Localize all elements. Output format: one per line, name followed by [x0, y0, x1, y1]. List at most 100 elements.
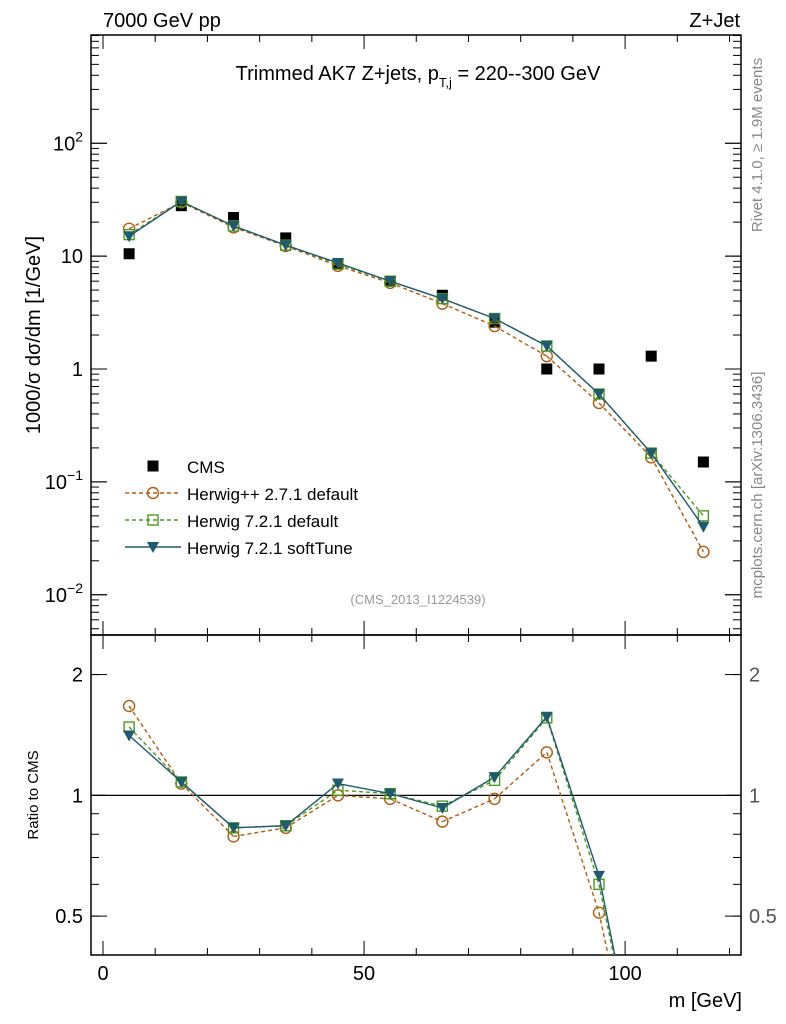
series-herwig-7-2-1-softtune [123, 711, 616, 956]
data-point [488, 772, 501, 784]
ratio-y-axis-label: Ratio to CMS [25, 750, 42, 839]
legend-label: Herwig 7.2.1 default [187, 512, 338, 531]
series-line-segment [650, 452, 704, 528]
series-line-segment [337, 794, 391, 800]
y-tick-label: 102 [53, 128, 83, 155]
y-tick-label: 2 [72, 665, 83, 687]
series-line-segment [285, 783, 339, 827]
data-point [436, 802, 449, 814]
data-point [123, 730, 136, 742]
series-line-segment [389, 282, 443, 305]
legend-label: CMS [187, 458, 225, 477]
series-line-segment [233, 226, 286, 247]
series-line-segment [546, 345, 600, 395]
series-line-segment [285, 244, 339, 264]
y-tick-label: 1 [72, 359, 83, 381]
chart-title-main: Trimmed AK7 Z+jets, p [236, 63, 439, 85]
data-point [697, 545, 710, 559]
y-axis-label: 1000/σ dσ/dm [1/GeV] [23, 236, 45, 434]
y-tick-label-base: 2 [72, 665, 83, 687]
series-line-segment [181, 201, 234, 228]
data-point [540, 746, 553, 759]
series-line-segment [233, 827, 286, 838]
series-line-segment [128, 705, 182, 784]
data-point [697, 510, 710, 522]
header-right: Z+Jet [689, 10, 740, 32]
y-tick-label-exp: −2 [67, 580, 83, 596]
series-herwig-7-2-1-softtune [123, 196, 710, 533]
header-left: 7000 GeV pp [103, 10, 221, 32]
chart-title-rest: = 220--300 GeV [452, 63, 601, 85]
data-point [645, 448, 658, 460]
series-line-segment [546, 716, 600, 877]
data-point [540, 711, 553, 723]
data-point [122, 699, 136, 713]
data-point [697, 521, 710, 533]
data-point [488, 792, 501, 806]
series-line-segment [650, 452, 704, 517]
data-point [592, 389, 605, 401]
series-line-segment [337, 782, 391, 795]
y-tick-label-base: 0.5 [55, 906, 83, 928]
series-line-segment [181, 200, 234, 227]
series-line-segment [285, 794, 339, 829]
series-line-segment [285, 789, 339, 827]
y-tick-label-right: 1 [749, 785, 760, 807]
legend-marker [147, 542, 159, 553]
data-point [123, 248, 135, 260]
legend-marker [147, 514, 159, 526]
series-herwig-2-7-1-default [122, 699, 609, 956]
x-axis-label: m [GeV] [669, 990, 742, 1012]
watermark: (CMS_2013_I1224539) [350, 592, 485, 607]
series-line-segment [285, 245, 339, 267]
series-line-segment [598, 402, 652, 458]
x-tick-label: 0 [97, 963, 108, 985]
series-line-segment [128, 734, 182, 783]
series-line-segment [546, 717, 600, 885]
y-tick-label-base: 10 [45, 472, 67, 494]
legend: CMS Herwig++ 2.7.1 default Herwig 7.2.1 de… [125, 458, 358, 558]
data-point [123, 231, 136, 243]
ratio-plot: 0.5 0.5 1 1 2 2 0 50 100 [55, 634, 777, 985]
data-point [228, 211, 240, 223]
legend-label: Herwig++ 2.7.1 default [187, 485, 358, 504]
series-line-segment [128, 201, 182, 230]
series-line-segment [180, 781, 234, 829]
series-line-segment [494, 716, 548, 778]
series-line-segment [442, 798, 495, 823]
series-line-segment [128, 726, 182, 783]
series-line-segment [337, 262, 391, 282]
data-point [436, 815, 449, 828]
data-point [175, 196, 188, 208]
data-point [227, 220, 240, 232]
legend-label: Herwig 7.2.1 softTune [187, 539, 353, 558]
series-line-segment [650, 456, 705, 553]
data-point [279, 820, 292, 832]
data-point [488, 313, 501, 325]
x-tick-label: 50 [353, 963, 375, 985]
y-tick-label-base: 10 [45, 585, 67, 607]
legend-marker [147, 460, 159, 472]
y-tick-label-base: 10 [61, 246, 83, 268]
y-tick-label: 10−2 [45, 580, 83, 607]
series-line-segment [546, 355, 600, 404]
series-line-segment [598, 884, 615, 956]
series-line-segment [128, 200, 182, 237]
chart-title: Trimmed AK7 Z+jets, pT,j = 220--300 GeV [236, 63, 601, 90]
data-point [279, 240, 292, 252]
series-herwig-7-2-1-default [123, 712, 615, 956]
x-tick-label: 100 [608, 963, 641, 985]
y-tick-label: 1 [72, 785, 83, 807]
y-tick-label-base: 10 [53, 133, 75, 155]
y-tick-label-base: 1 [72, 359, 83, 381]
series-line-segment [494, 751, 548, 800]
data-point [331, 778, 344, 790]
series-line-segment [494, 717, 548, 781]
data-point [227, 822, 240, 834]
y-tick-label-right: 2 [749, 665, 760, 687]
y-tick-label-right: 0.5 [749, 906, 777, 928]
series-line-segment [442, 297, 495, 320]
data-point [384, 788, 397, 800]
